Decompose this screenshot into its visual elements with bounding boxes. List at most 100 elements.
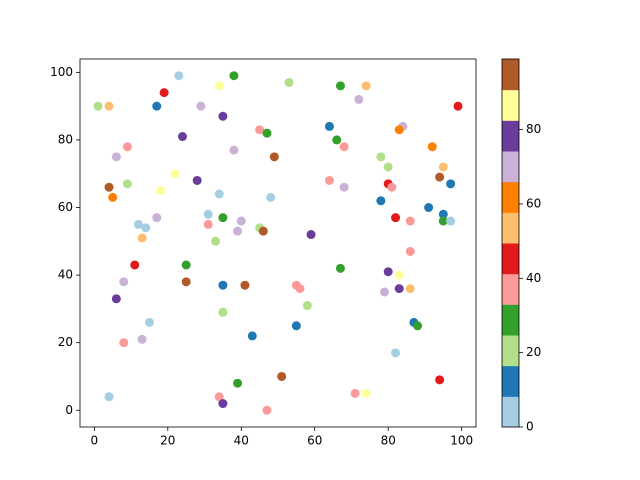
scatter-point [122, 179, 132, 189]
scatter-point [211, 236, 221, 246]
scatter-point [376, 152, 386, 162]
scatter-point [104, 182, 114, 192]
scatter-point [266, 192, 276, 202]
scatter-point [104, 392, 114, 402]
colorbar-segment [502, 89, 519, 121]
scatter-point [424, 203, 434, 213]
scatter-point [258, 226, 268, 236]
scatter-point [218, 399, 228, 409]
colorbar-tick-label: 0 [526, 420, 534, 434]
scatter-point [192, 175, 202, 185]
colorbar-tick-label: 40 [526, 271, 541, 285]
y-tick-label: 80 [58, 132, 73, 146]
scatter-point [214, 392, 224, 402]
scatter-point [119, 277, 129, 287]
scatter-point [203, 219, 213, 229]
scatter-point [295, 284, 305, 294]
scatter-point [93, 101, 103, 111]
scatter-point [446, 179, 456, 189]
scatter-point [438, 216, 448, 226]
colorbar-frame [501, 58, 520, 428]
scatter-point [255, 125, 265, 135]
y-tick-label: 0 [65, 403, 73, 417]
scatter-point [380, 287, 390, 297]
scatter-point [446, 216, 456, 226]
scatter-point [361, 388, 371, 398]
scatter-point [214, 81, 224, 91]
colorbar-tick-label: 80 [526, 122, 541, 136]
scatter-point [174, 71, 184, 81]
scatter-point [453, 101, 463, 111]
scatter-point [218, 213, 228, 223]
scatter-point [391, 213, 401, 223]
scatter-point [177, 132, 187, 142]
scatter-point [438, 162, 448, 172]
scatter-point [324, 175, 334, 185]
colorbar-segment [502, 151, 519, 183]
scatter-point [214, 189, 224, 199]
colorbar-segment [502, 396, 519, 428]
scatter-point [218, 307, 228, 317]
scatter-point [376, 196, 386, 206]
scatter-point [170, 169, 180, 179]
colorbar-segment [502, 181, 519, 213]
scatter-point [181, 260, 191, 270]
scatter-point [306, 230, 316, 240]
colorbar-segment [502, 304, 519, 336]
scatter-point [269, 152, 279, 162]
colorbar-segment [502, 243, 519, 275]
x-tick-label: 100 [450, 434, 473, 448]
scatter-point [203, 209, 213, 219]
scatter-point [218, 280, 228, 290]
scatter-point [394, 284, 404, 294]
scatter-point [181, 277, 191, 287]
scatter-point [324, 121, 334, 131]
scatter-point [218, 111, 228, 121]
scatter-point [427, 142, 437, 152]
scatter-point [130, 260, 140, 270]
scatter-point [335, 81, 345, 91]
scatter-point [413, 321, 423, 331]
colorbar-segment [502, 59, 519, 91]
colorbar-segment [502, 273, 519, 305]
scatter-point [247, 331, 257, 341]
scatter-point [394, 270, 404, 280]
scatter-point [111, 152, 121, 162]
scatter-point [108, 192, 118, 202]
y-tick-label: 40 [58, 268, 73, 282]
scatter-point [438, 209, 448, 219]
scatter-point [159, 88, 169, 98]
scatter-point [233, 378, 243, 388]
scatter-point [339, 142, 349, 152]
scatter-point [111, 294, 121, 304]
x-tick-label: 60 [307, 434, 322, 448]
scatter-point [284, 77, 294, 87]
scatter-point [383, 267, 393, 277]
plot-frame [79, 58, 477, 428]
scatter-point [152, 213, 162, 223]
x-tick-label: 20 [160, 434, 175, 448]
x-tick-label: 40 [234, 434, 249, 448]
scatter-point [240, 280, 250, 290]
scatter-point [354, 94, 364, 104]
scatter-point [394, 125, 404, 135]
x-tick-label: 80 [381, 434, 396, 448]
scatter-point [332, 135, 342, 145]
scatter-point [137, 334, 147, 344]
scatter-point [277, 371, 287, 381]
scatter-point [141, 223, 151, 233]
scatter-point [435, 375, 445, 385]
scatter-point [361, 81, 371, 91]
scatter-point [229, 145, 239, 155]
scatter-point [339, 182, 349, 192]
scatter-point [119, 338, 129, 348]
scatter-point [405, 246, 415, 256]
colorbar-segment [502, 365, 519, 397]
scatter-point [435, 172, 445, 182]
scatter-point [335, 263, 345, 273]
scatter-point [383, 162, 393, 172]
colorbar-segment [502, 212, 519, 244]
scatter-point [133, 219, 143, 229]
scatter-point [405, 284, 415, 294]
